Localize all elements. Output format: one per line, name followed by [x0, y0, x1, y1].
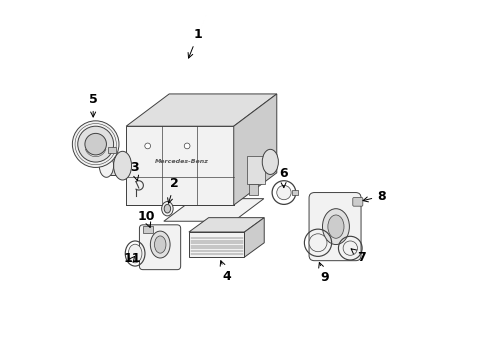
- Text: 5: 5: [89, 93, 97, 117]
- Ellipse shape: [164, 204, 170, 213]
- Text: 9: 9: [318, 262, 328, 284]
- Bar: [106, 157, 124, 175]
- Polygon shape: [188, 218, 264, 232]
- Circle shape: [144, 143, 150, 149]
- Text: Mercedes-Benz: Mercedes-Benz: [155, 159, 208, 164]
- Ellipse shape: [154, 236, 165, 253]
- Text: 3: 3: [129, 161, 138, 181]
- Text: 11: 11: [123, 252, 141, 265]
- Ellipse shape: [262, 149, 278, 175]
- Text: 2: 2: [167, 177, 179, 203]
- Text: 7: 7: [350, 249, 365, 264]
- Circle shape: [184, 143, 190, 149]
- Ellipse shape: [128, 244, 142, 263]
- Polygon shape: [246, 156, 264, 184]
- Polygon shape: [126, 94, 276, 126]
- Text: 6: 6: [278, 167, 287, 188]
- Text: 4: 4: [220, 261, 230, 283]
- Text: 1: 1: [188, 28, 202, 58]
- Ellipse shape: [113, 151, 131, 180]
- Polygon shape: [126, 126, 233, 205]
- Bar: [108, 147, 116, 153]
- Ellipse shape: [327, 215, 344, 238]
- Circle shape: [308, 234, 326, 252]
- Circle shape: [343, 241, 357, 255]
- Circle shape: [276, 185, 290, 200]
- Polygon shape: [188, 232, 244, 257]
- Polygon shape: [163, 199, 264, 221]
- Ellipse shape: [162, 202, 173, 216]
- FancyBboxPatch shape: [308, 193, 360, 261]
- Bar: [142, 226, 153, 233]
- FancyBboxPatch shape: [139, 225, 180, 270]
- Ellipse shape: [322, 209, 349, 244]
- Circle shape: [85, 134, 106, 155]
- Bar: [291, 190, 297, 195]
- Polygon shape: [233, 94, 276, 205]
- Bar: [248, 184, 257, 195]
- Ellipse shape: [150, 231, 170, 258]
- Ellipse shape: [99, 154, 113, 177]
- Polygon shape: [244, 218, 264, 257]
- Circle shape: [78, 126, 113, 162]
- FancyBboxPatch shape: [352, 198, 362, 206]
- Circle shape: [72, 121, 119, 167]
- Text: 8: 8: [362, 190, 385, 203]
- Text: 10: 10: [137, 210, 154, 228]
